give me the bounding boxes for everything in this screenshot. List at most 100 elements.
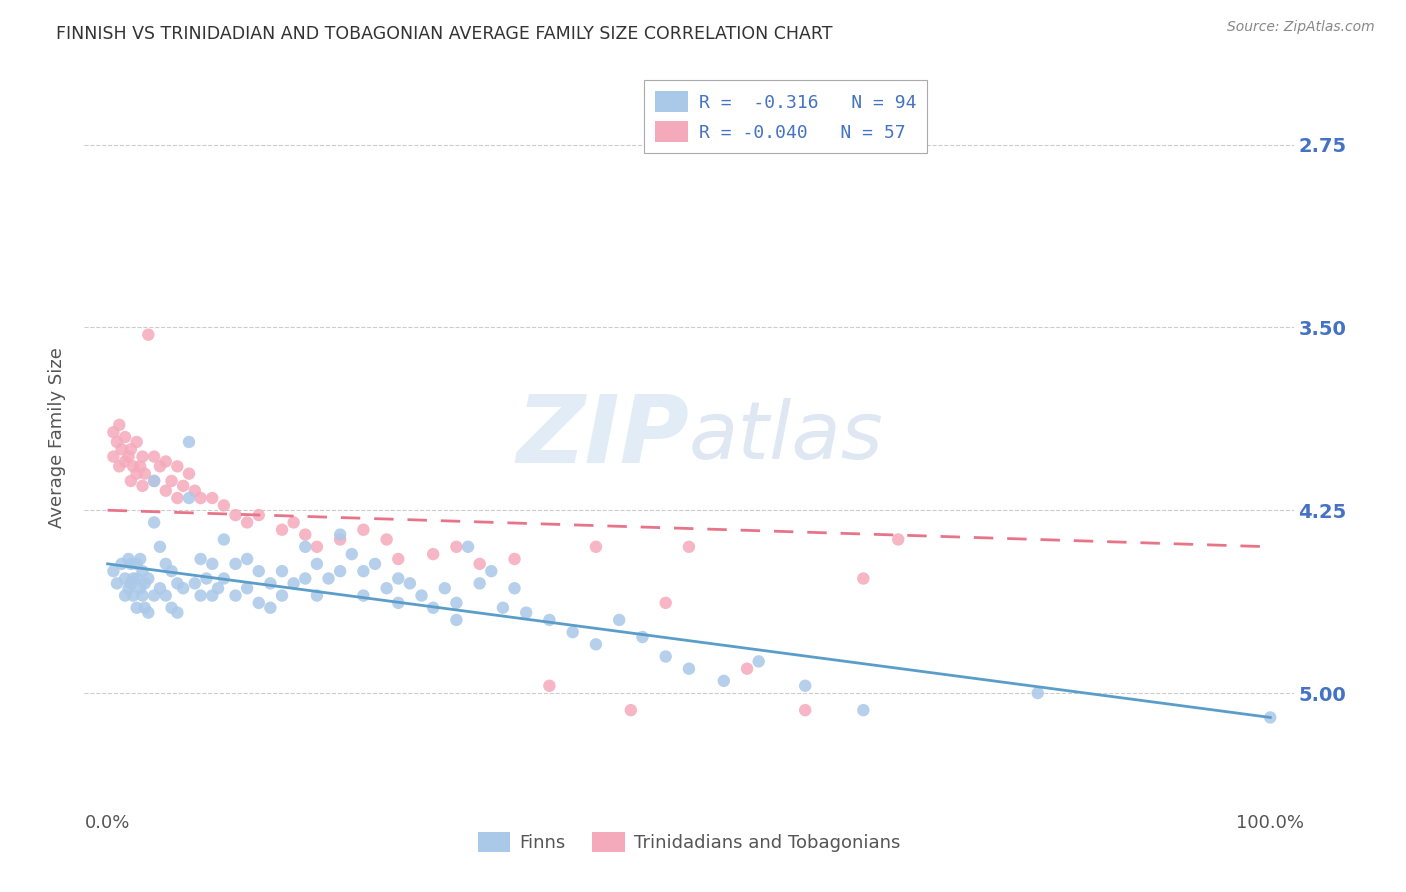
Point <box>177 491 200 505</box>
Point <box>125 467 148 481</box>
Point <box>129 581 152 595</box>
Point <box>166 491 188 505</box>
Point <box>114 454 136 468</box>
Text: FINNISH VS TRINIDADIAN AND TOBAGONIAN AVERAGE FAMILY SIZE CORRELATION CHART: FINNISH VS TRINIDADIAN AND TOBAGONIAN AV… <box>56 25 832 43</box>
Point <box>236 552 259 566</box>
Point <box>212 499 235 513</box>
Point <box>114 430 136 444</box>
Text: atlas: atlas <box>689 398 884 476</box>
Point <box>122 459 145 474</box>
Point <box>457 540 479 554</box>
Y-axis label: Average Family Size: Average Family Size <box>48 347 66 527</box>
Point <box>177 434 200 449</box>
Point <box>201 589 224 603</box>
Point <box>271 589 294 603</box>
Point <box>172 581 194 595</box>
Point <box>422 600 444 615</box>
Point <box>131 589 153 603</box>
Point <box>294 540 316 554</box>
Point <box>259 600 281 615</box>
Point <box>143 589 166 603</box>
Point <box>143 474 166 488</box>
Point <box>190 491 212 505</box>
Point <box>468 576 491 591</box>
Point <box>143 450 166 464</box>
Point <box>125 434 148 449</box>
Point <box>212 533 235 547</box>
Point <box>120 442 142 457</box>
Point <box>446 540 468 554</box>
Point <box>190 552 212 566</box>
Point <box>503 581 526 595</box>
Point <box>136 572 159 586</box>
Point <box>329 527 352 541</box>
Point <box>352 589 374 603</box>
Point <box>201 491 224 505</box>
Point <box>143 516 166 530</box>
Point <box>387 596 409 610</box>
Point <box>329 533 352 547</box>
Text: ZIP: ZIP <box>516 391 689 483</box>
Point <box>103 564 125 578</box>
Point <box>155 557 177 571</box>
Point <box>305 557 328 571</box>
Point <box>131 479 153 493</box>
Point <box>155 483 177 498</box>
Point <box>678 662 700 676</box>
Point <box>201 557 224 571</box>
Point <box>340 547 363 561</box>
Point <box>247 508 270 522</box>
Point <box>1026 686 1049 700</box>
Point <box>794 679 817 693</box>
Point <box>631 630 654 644</box>
Point <box>190 589 212 603</box>
Point <box>114 572 136 586</box>
Point <box>329 564 352 578</box>
Point <box>387 552 409 566</box>
Point <box>122 572 145 586</box>
Point <box>125 572 148 586</box>
Point <box>103 450 125 464</box>
Point <box>136 606 159 620</box>
Point <box>114 589 136 603</box>
Point <box>108 417 131 432</box>
Point <box>129 552 152 566</box>
Point <box>538 613 561 627</box>
Point <box>852 572 875 586</box>
Point <box>305 589 328 603</box>
Point <box>1258 710 1281 724</box>
Point <box>131 450 153 464</box>
Point <box>120 474 142 488</box>
Point <box>105 434 128 449</box>
Point <box>794 703 817 717</box>
Point <box>155 589 177 603</box>
Point <box>195 572 218 586</box>
Point <box>515 606 537 620</box>
Point <box>184 576 207 591</box>
Point <box>108 459 131 474</box>
Point <box>446 596 468 610</box>
Point <box>375 581 398 595</box>
Point <box>352 523 374 537</box>
Point <box>149 581 172 595</box>
Point <box>352 564 374 578</box>
Point <box>177 467 200 481</box>
Point <box>479 564 502 578</box>
Point <box>387 572 409 586</box>
Text: Source: ZipAtlas.com: Source: ZipAtlas.com <box>1227 20 1375 34</box>
Point <box>492 600 515 615</box>
Point <box>225 557 247 571</box>
Point <box>117 450 139 464</box>
Point <box>433 581 456 595</box>
Point <box>271 523 294 537</box>
Point <box>166 576 188 591</box>
Point <box>117 552 139 566</box>
Point <box>212 572 235 586</box>
Point <box>117 581 139 595</box>
Point <box>149 540 172 554</box>
Point <box>713 673 735 688</box>
Point <box>422 547 444 561</box>
Point <box>225 508 247 522</box>
Point <box>110 442 132 457</box>
Point <box>236 581 259 595</box>
